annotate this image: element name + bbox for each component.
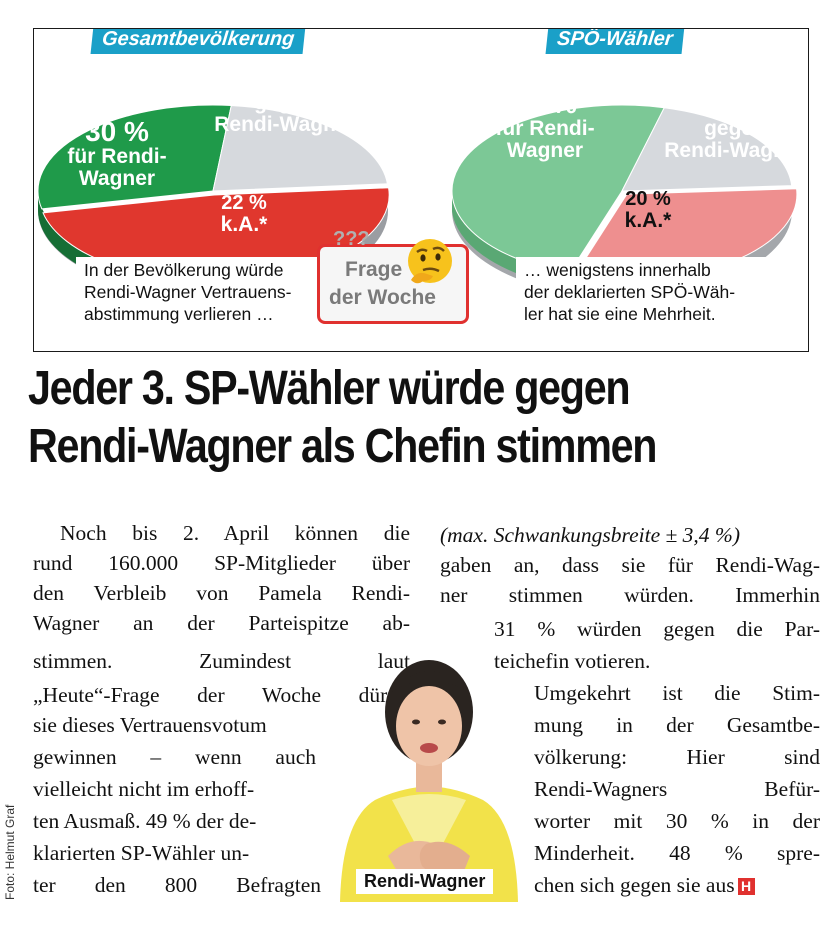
caption-left-line: abstimmung verlieren … [84,304,274,324]
article-line: ner stimmen würden. Immerhin [440,583,820,607]
pie-right-text-against-2: Rendi-Wagner [664,139,806,163]
article-line: Noch bis 2. April können die [60,521,410,545]
frage-der-woche-badge: ??? Frage der Woche [317,228,469,324]
caption-right: … wenigstens innerhalb der deklarierten … [516,257,794,327]
badge-line-2: der Woche [329,286,436,309]
article-line: chen sich gegen sie aus [534,873,735,897]
pie-left-pct-for: 30 % [85,116,149,147]
pie-left-label-na: 22 % k.A.* [204,193,284,236]
article-line: vielleicht nicht im erhoff- [33,777,255,801]
headline-line-2: Rendi-Wagner als Chefin stimmen [28,420,658,473]
pie-left-slice-k-a [212,104,388,192]
article-line: mung in der Gesamtbe- [534,713,820,737]
pie-right-title: SPÖ-Wähler [545,29,685,54]
article-line: sie dieses Vertrauensvotum [33,713,267,737]
article-line: 31 % würden gegen die Par- [494,617,820,641]
pie-left-text-against-1: gegen [254,91,316,115]
headline-line-1: Jeder 3. SP-Wähler würde gegen [28,362,631,415]
article-line: den Verbleib von Pamela Rendi- [33,581,410,605]
poll-infographic: Gesamtbevölkerung SPÖ-Wähler 30 % für Re… [33,28,809,352]
article-line: teichefin votieren. [494,649,651,673]
article-line: gewinnen – wenn auch [33,745,316,769]
caption-left: In der Bevölkerung würde Rendi-Wagner Ve… [76,257,332,327]
pie-right-text-for-1: für Rendi- [495,117,595,141]
pie-right-label-na: 20 % k.A.* [608,189,688,232]
article-line: (max. Schwankungsbreite ± 3,4 %) [440,523,740,547]
pie-right-slice-f-r-rendi-wagner [451,104,666,274]
pie-left-text-for-2: Wagner [78,167,156,191]
caption-right-line: der deklarierten SPÖ-Wäh- [524,282,736,302]
pie-right-text-na: k.A.* [624,209,672,232]
caption-right-line: ler hat sie eine Mehrheit. [524,304,716,324]
pie-left-text-against-2: Rendi-Wagner [214,113,356,137]
article-line: Minderheit. 48 % spre- [534,841,820,865]
end-mark-icon: H [737,878,755,895]
pie-left-text-for-1: für Rendi- [67,145,167,169]
article-line: gaben an, dass sie für Rendi-Wag- [440,553,820,577]
photo-caption: Rendi-Wagner [356,869,494,894]
pie-right-pct-against: 31 % [703,88,767,119]
photo-credit: Foto: Helmut Graf [3,804,17,900]
article-line: Wagner an der Parteispitze ab- [33,611,410,635]
badge-question-marks: ??? [333,228,370,250]
pie-left-text-na: k.A.* [220,213,268,236]
badge-line-1: Frage [345,258,403,281]
pie-right-pct-for: 49 % [513,88,577,119]
article-line: „Heute“-Frage der Woche dürfte [33,683,410,707]
pie-right-pct-na: 20 % [625,188,671,210]
headline: Jeder 3. SP-Wähler würde gegen Rendi-Wag… [28,360,707,476]
article-line: worter mit 30 % in der [534,809,820,833]
rendi-wagner-photo [340,660,518,902]
caption-right-line: … wenigstens innerhalb [524,260,711,280]
article-line: völkerung: Hier sind [534,745,820,769]
pie-left-title: Gesamtbevölkerung [90,29,306,54]
pie-left-pct-against: 48 % [253,62,317,93]
article-line: ter den 800 Befragten [33,873,321,897]
caption-left-line: Rendi-Wagner Vertrauens- [84,282,292,302]
pie-right-label-against: 31 % gegen Rendi-Wagner [660,88,808,163]
pie-right-label-for: 49 % für Rendi- Wagner [480,89,610,162]
pie-left-label-against: 48 % gegen Rendi-Wagner [210,63,360,136]
pie-right-slice-k-a [621,107,793,192]
thinking-face-icon [408,239,452,284]
pie-right-text-for-2: Wagner [506,139,584,163]
article-line: Umgekehrt ist die Stim- [534,681,820,705]
article-last-line: chen sich gegen sie aus H [534,870,755,900]
article-line: ten Ausmaß. 49 % der de- [33,809,257,833]
pie-right-text-against-1: gegen [704,117,766,141]
pie-left-slice-f-r-rendi-wagner [37,104,232,210]
caption-left-line: In der Bevölkerung würde [84,260,284,280]
article-line: klarierten SP-Wähler un- [33,841,250,865]
pie-left-label-for: 30 % für Rendi- Wagner [52,117,182,190]
article-line: stimmen. Zumindest laut [33,649,410,673]
article-line: rund 160.000 SP-Mitglieder über [33,551,410,575]
pie-left-pct-na: 22 % [221,192,267,214]
article-line: Rendi-Wagners Befür- [534,777,820,801]
